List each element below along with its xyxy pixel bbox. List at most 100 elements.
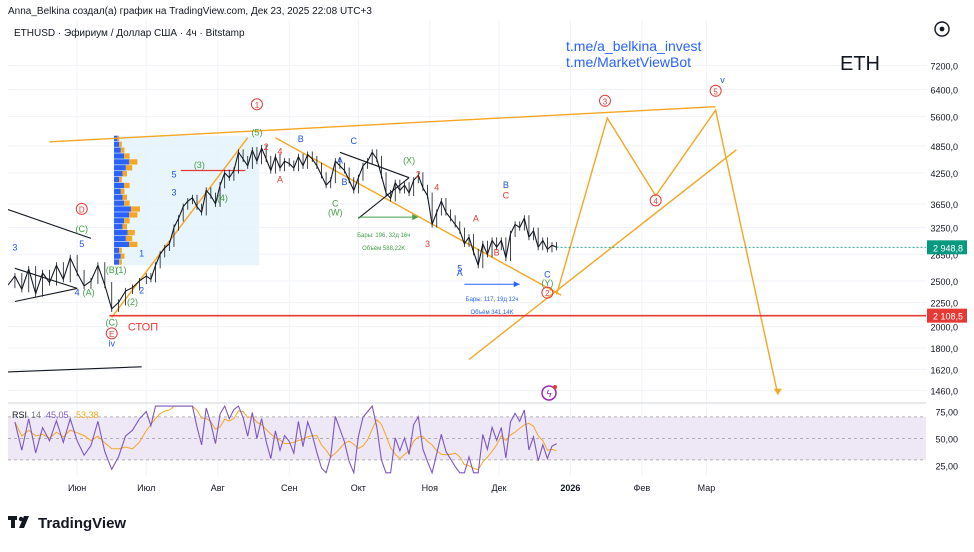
wave-label: 1: [255, 101, 260, 110]
wave-label: 5: [713, 87, 718, 96]
rsi-tick-label: 75,00: [935, 408, 958, 418]
x-tick-label: Авг: [211, 483, 226, 493]
link-telegram-1[interactable]: t.me/a_belkina_invest: [566, 38, 702, 54]
profile-bar-sell: [125, 235, 133, 242]
rsi-value: 45,05: [46, 410, 69, 420]
wave-label: B: [342, 177, 348, 187]
wave-label: 5: [457, 263, 462, 273]
rsi-tick-label: 25,00: [935, 461, 958, 471]
wave-label: (W): [328, 207, 343, 217]
wave-circle: [649, 194, 662, 207]
wave-label: 5: [171, 170, 176, 180]
symbol-line[interactable]: ETHUSD · Эфириум / Доллар США · 4ч · Bit…: [14, 27, 245, 39]
profile-bar: [114, 171, 123, 177]
wave-label: 1: [139, 248, 144, 258]
wave-label: (2): [127, 297, 138, 307]
price-series: [8, 145, 557, 312]
footer-brand: TradingView: [38, 515, 126, 532]
profile-bar-sell: [122, 224, 128, 230]
wave-label: (X): [403, 155, 415, 165]
profile-bar-sell: [124, 200, 130, 206]
profile-bar: [114, 153, 125, 159]
rsi-label: RSI: [12, 410, 27, 420]
wave-label: 3: [425, 239, 430, 249]
profile-bar: [114, 235, 126, 242]
y-tick-label: 4250,0: [930, 169, 958, 179]
profile-bar: [114, 253, 121, 259]
wave-label: E: [109, 330, 114, 339]
link-telegram-2[interactable]: t.me/MarketViewBot: [566, 54, 691, 70]
profile-bar: [114, 247, 120, 253]
y-tick-label: 3650,0: [930, 200, 958, 210]
profile-bar-sell: [119, 259, 122, 265]
y-tick-label: 6400,0: [930, 85, 958, 95]
profile-bar: [114, 218, 125, 224]
wave-label: A: [277, 175, 283, 185]
wave-circle: [75, 202, 88, 215]
x-tick-label: Фев: [634, 483, 651, 493]
wave-label: 3: [171, 188, 176, 198]
profile-bar: [114, 165, 126, 171]
wave-label: 3: [603, 97, 608, 106]
x-tick-label: Окт: [351, 483, 366, 493]
profile-bar-sell: [119, 176, 122, 183]
wave-label: B: [503, 180, 509, 190]
profile-bar: [114, 206, 131, 212]
y-tick-label: 4850,0: [930, 142, 958, 152]
wave-label: C: [351, 136, 358, 146]
measure-2-line1: Бары: 117, 19д 12ч: [466, 297, 519, 303]
wave-label: D: [79, 205, 85, 214]
current-price-tag: [927, 240, 967, 255]
x-tick-label: Сен: [281, 483, 298, 493]
y-tick-label: 5600,0: [930, 113, 958, 123]
wave-label: 2: [264, 142, 269, 152]
wave-label: B: [494, 248, 500, 258]
profile-bar: [114, 241, 130, 248]
x-tick-label: Дек: [491, 483, 506, 493]
trend-lines: [8, 106, 926, 395]
wave-label: A: [337, 155, 343, 165]
wave-label: 2: [416, 170, 421, 180]
profile-bar: [114, 147, 121, 153]
volume-profile: [114, 135, 141, 265]
measure-2-line2: Объём 341,14K: [470, 310, 513, 316]
wave-label: 3: [12, 243, 17, 253]
wave-label: (B): [106, 265, 118, 275]
svg-text:ϟ: ϟ: [546, 389, 552, 400]
profile-bar-sell: [125, 165, 133, 171]
x-tick-label: Мар: [698, 483, 716, 493]
profile-bar: [114, 212, 130, 218]
wave-label: A: [457, 268, 463, 278]
wave-label: 2: [545, 289, 550, 298]
wave-label: (Y): [541, 278, 553, 288]
profile-zone-rect: [114, 135, 260, 266]
y-tick-label: 7200,0: [930, 61, 958, 71]
profile-bar: [114, 224, 123, 230]
profile-bar: [114, 194, 123, 200]
profile-bar-sell: [120, 147, 125, 153]
profile-bar-sell: [120, 188, 125, 195]
wave-label: 5: [79, 239, 84, 249]
profile-bar: [114, 188, 121, 195]
line-projection-path: [555, 108, 779, 395]
wave-label: C: [544, 270, 551, 280]
profile-bar-sell: [122, 171, 128, 177]
profile-bar: [114, 200, 125, 206]
y-tick-label: 2500,0: [930, 277, 958, 287]
wave-circle: [598, 94, 611, 107]
measure-arrowhead-2: [513, 281, 520, 288]
stop-price-tag: [927, 308, 967, 323]
price-line: [8, 147, 557, 310]
wave-label: (A): [83, 287, 95, 297]
line-wave-1-up-channel: [111, 137, 249, 318]
wave-label: iv: [108, 339, 115, 349]
x-tick-label: Июн: [68, 483, 86, 493]
profile-bar-sell: [127, 229, 135, 236]
y-tick-label: 2850,0: [930, 250, 958, 260]
settings-icon[interactable]: [934, 21, 950, 37]
profile-bar-sell: [124, 218, 130, 224]
alert-icon[interactable]: ϟ: [541, 385, 557, 401]
wave-circle: [105, 327, 118, 340]
time-axis: Июн Июл Авг Сен Окт Ноя Дек 2026 Фев Мар: [68, 483, 715, 493]
